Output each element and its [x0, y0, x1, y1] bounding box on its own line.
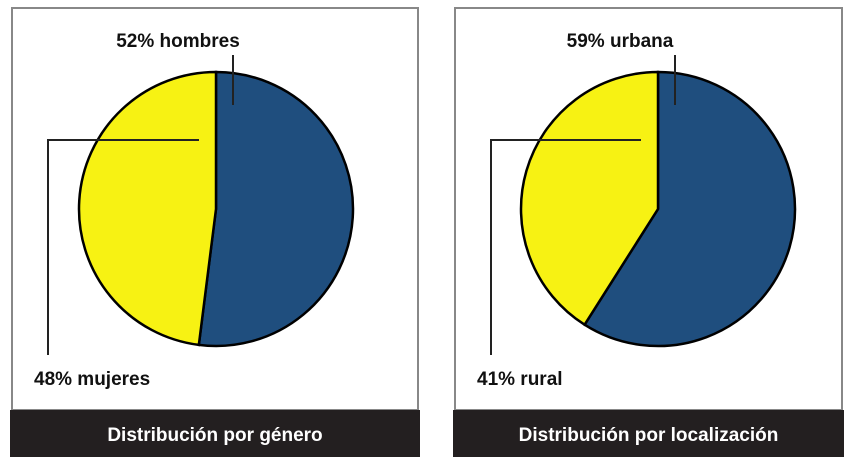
caption-bar — [10, 410, 420, 457]
leader-line — [490, 139, 641, 355]
caption-bar — [453, 410, 844, 457]
slice-label: 59% urbana — [567, 31, 674, 52]
slice-label: 41% rural — [477, 369, 563, 390]
pie-slice — [519, 70, 660, 327]
slice-label: 52% hombres — [116, 31, 240, 52]
pie-slice — [582, 70, 797, 348]
chart-title: Distribución por género — [107, 425, 322, 446]
leader-line — [47, 139, 199, 355]
slice-label: 48% mujeres — [34, 369, 150, 390]
chart-title: Distribución por localización — [519, 425, 779, 446]
pie-slice — [197, 70, 355, 348]
